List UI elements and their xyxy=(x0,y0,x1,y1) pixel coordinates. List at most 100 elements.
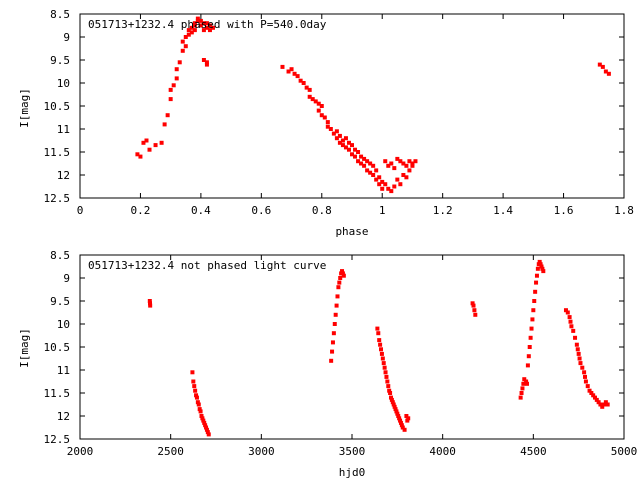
phased-data-point xyxy=(401,173,406,177)
unphased-x-tick-label: 3000 xyxy=(248,445,275,458)
phased-data-point xyxy=(307,94,312,99)
phased-data-point xyxy=(374,177,379,182)
unphased-data-point xyxy=(598,402,603,407)
phased-y-tick-label: 8.5 xyxy=(50,8,70,21)
unphased-data-point xyxy=(377,338,382,343)
phased-data-point xyxy=(195,16,200,21)
unphased-data-point xyxy=(395,411,400,416)
unphased-data-point xyxy=(197,407,202,412)
unphased-data-point xyxy=(406,416,411,421)
phased-data-point xyxy=(195,18,200,23)
phased-data-point xyxy=(204,25,209,30)
unphased-data-point xyxy=(205,430,210,435)
phased-plot-frame xyxy=(79,13,625,199)
unphased-data-point xyxy=(600,404,605,409)
unphased-data-point xyxy=(525,363,530,368)
phased-data-point xyxy=(183,44,188,49)
phased-data-point xyxy=(138,154,143,159)
phased-data-point xyxy=(322,115,327,120)
phased-y-tick-label: 11.5 xyxy=(44,146,71,159)
unphased-data-point xyxy=(394,409,399,414)
unphased-data-point xyxy=(389,397,394,402)
unphased-data-point xyxy=(518,395,523,400)
unphased-data-point xyxy=(193,388,198,393)
phased-x-tick-label: 1.4 xyxy=(493,204,513,217)
phased-data-point xyxy=(356,150,361,154)
unphased-data-point xyxy=(472,308,477,313)
phased-data-point xyxy=(383,159,388,164)
phased-x-tick-label: 1 xyxy=(379,204,386,217)
unphased-data-point xyxy=(190,370,195,375)
unphased-data-point xyxy=(405,418,410,423)
unphased-data-point xyxy=(388,395,393,400)
phased-data-point xyxy=(380,186,385,191)
phased-data-point xyxy=(189,25,194,30)
phased-x-tick-label: 0.6 xyxy=(251,204,271,217)
phased-data-point xyxy=(207,28,212,33)
unphased-data-point xyxy=(534,280,539,285)
phased-data-point xyxy=(365,168,370,173)
unphased-data-point xyxy=(390,400,395,405)
phased-plot-title: 051713+1232.4 phased with P=540.0day xyxy=(88,18,327,31)
phased-data-point xyxy=(392,184,397,189)
phased-data-point xyxy=(168,87,173,92)
unphased-data-point xyxy=(198,409,203,414)
unphased-data-point xyxy=(605,402,610,407)
unphased-data-point xyxy=(524,381,529,386)
unphased-data-point xyxy=(191,379,196,384)
unphased-data-point xyxy=(471,303,476,308)
unphased-data-point xyxy=(376,331,381,336)
unphased-data-point xyxy=(147,299,152,303)
phased-x-tick-label: 0.4 xyxy=(191,204,211,217)
unphased-data-point xyxy=(537,259,542,264)
unphased-data-point xyxy=(336,285,341,290)
unphased-data-point xyxy=(583,379,588,384)
phased-data-point xyxy=(407,168,412,173)
phased-data-point xyxy=(368,161,373,166)
unphased-data-point xyxy=(527,345,532,349)
unphased-y-tick-label: 9.5 xyxy=(50,295,70,308)
unphased-data-point xyxy=(378,342,383,347)
phased-data-point xyxy=(331,131,336,136)
unphased-x-tick-label: 2000 xyxy=(67,445,94,458)
unphased-data-point xyxy=(204,425,209,430)
phased-data-point xyxy=(201,28,206,33)
phased-data-point xyxy=(359,161,364,166)
phased-data-point xyxy=(174,67,179,72)
unphased-data-point xyxy=(387,388,392,393)
phased-x-tick-label: 0.8 xyxy=(312,204,332,217)
unphased-data-point xyxy=(578,361,583,366)
unphased-y-tick-label: 12.5 xyxy=(44,433,71,446)
phased-data-point xyxy=(316,101,321,106)
phased-data-point xyxy=(189,30,194,35)
phased-y-tick-label: 12 xyxy=(57,169,70,182)
phased-data-point xyxy=(147,147,152,152)
unphased-y-tick-label: 8.5 xyxy=(50,249,70,262)
phased-y-tick-label: 10 xyxy=(57,77,70,90)
unphased-data-point xyxy=(524,379,529,384)
phased-data-point xyxy=(340,143,345,148)
phased-data-point xyxy=(204,60,209,65)
unphased-data-point xyxy=(202,420,207,425)
phased-data-point xyxy=(597,62,602,67)
unphased-data-point xyxy=(397,416,402,421)
unphased-data-point xyxy=(384,374,389,379)
unphased-data-point xyxy=(148,303,153,308)
phased-data-point xyxy=(398,159,403,164)
unphased-y-axis-label: I[mag] xyxy=(18,328,31,368)
unphased-data-point xyxy=(576,351,581,356)
unphased-data-point xyxy=(333,312,338,317)
phased-data-point xyxy=(392,166,397,171)
unphased-points xyxy=(147,259,610,437)
unphased-data-point xyxy=(338,276,343,280)
unphased-data-point xyxy=(521,381,526,386)
phased-data-point xyxy=(353,154,358,159)
unphased-data-point xyxy=(540,266,545,271)
unphased-plot-frame xyxy=(79,254,625,440)
unphased-data-point xyxy=(535,266,540,271)
unphased-data-point xyxy=(200,416,205,421)
unphased-data-point xyxy=(147,301,152,306)
phased-data-point xyxy=(153,143,158,148)
phased-data-point xyxy=(307,87,312,92)
phased-data-point xyxy=(135,152,140,157)
